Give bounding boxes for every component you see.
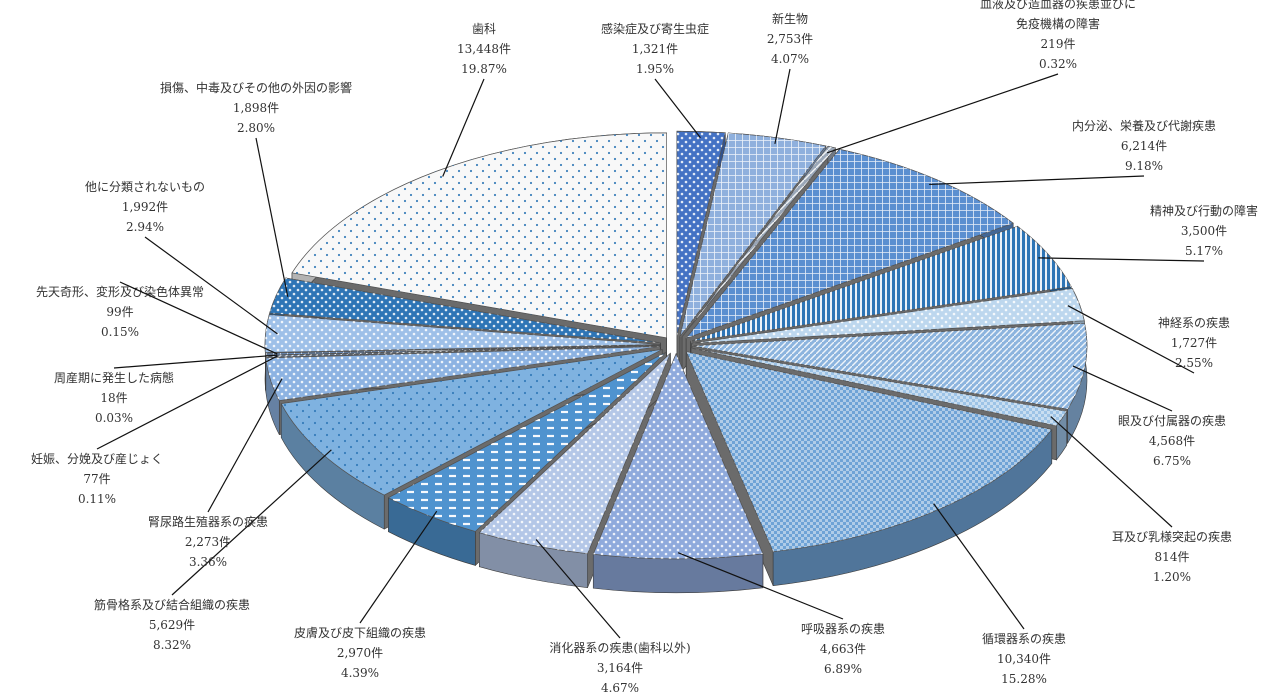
leader-line xyxy=(929,175,1145,186)
leader-line xyxy=(144,236,278,335)
slice-name-label: 消化器系の疾患(歯科以外) xyxy=(549,640,690,655)
slice-count-label: 13,448件 xyxy=(457,42,511,56)
slice-percent-label: 3.36% xyxy=(189,555,227,569)
leader-line xyxy=(119,281,278,355)
slice-name-label: 耳及び乳様突起の疾患 xyxy=(1112,529,1232,544)
slice-count-label: 3,164件 xyxy=(597,661,643,675)
slice-name-label: 呼吸器系の疾患 xyxy=(801,621,885,636)
slice-name-label: 他に分類されないもの xyxy=(85,180,205,194)
leader-line xyxy=(826,73,1059,154)
pie-slices xyxy=(264,130,1088,594)
slice-count-label: 1,727件 xyxy=(1171,336,1217,350)
slice-percent-label: 1.20% xyxy=(1153,570,1191,584)
slice-count-label: 1,898件 xyxy=(233,101,279,115)
slice-name-label: 内分泌、栄養及び代謝疾患 xyxy=(1072,118,1216,133)
slice-name-label: 循環器系の疾患 xyxy=(982,631,1066,646)
leader-line xyxy=(933,503,1025,630)
slice-name-label: 損傷、中毒及びその他の外因の影響 xyxy=(160,80,352,95)
slice-count-label: 77件 xyxy=(83,472,110,486)
slice-name-label: 周産期に発生した病態 xyxy=(54,370,174,385)
slice-name-label: 神経系の疾患 xyxy=(1158,315,1230,330)
pie-slice xyxy=(592,352,764,594)
slice-name-label: 血液及び造血器の疾患並びに xyxy=(980,0,1136,11)
leader-line xyxy=(113,354,278,369)
leader-line xyxy=(442,78,485,177)
slice-percent-label: 4.07% xyxy=(771,52,809,66)
slice-labels: 感染症及び寄生虫症 1,321件 1.95% 新生物 2,753件 4.07% 血液及び造血… xyxy=(31,0,1258,695)
slice-count-label: 18件 xyxy=(100,391,127,405)
slice-name-label: 新生物 xyxy=(772,11,808,26)
leader-line xyxy=(1038,257,1205,262)
slice-percent-label: 4.39% xyxy=(341,666,379,680)
leader-line xyxy=(774,68,791,144)
slice-count-label: 2,753件 xyxy=(767,32,813,46)
leader-line xyxy=(96,355,278,450)
slice-name-label: 皮膚及び皮下組織の疾患 xyxy=(294,625,426,640)
slice-count-label: 2,970件 xyxy=(337,646,383,660)
leader-line xyxy=(255,137,289,297)
slice-count-label: 2,273件 xyxy=(185,535,231,549)
slice-count-label: 219件 xyxy=(1041,37,1076,51)
slice-percent-label: 0.11% xyxy=(78,492,116,506)
leader-line xyxy=(1067,305,1195,374)
slice-name-label: 妊娠、分娩及び産じょく xyxy=(31,451,163,466)
leader-line xyxy=(359,510,438,624)
slice-name-label: 歯科 xyxy=(472,22,496,36)
slice-name-label: 先天奇形、変形及び染色体異常 xyxy=(36,284,204,299)
slice-count-label: 6,214件 xyxy=(1121,139,1167,153)
slice-count-label: 1,321件 xyxy=(632,42,678,56)
slice-name-label: 免疫機構の障害 xyxy=(1016,16,1100,31)
slice-percent-label: 4.67% xyxy=(601,681,639,695)
slice-name-label: 感染症及び寄生虫症 xyxy=(601,21,709,36)
slice-percent-label: 1.95% xyxy=(636,62,674,76)
slice-count-label: 814件 xyxy=(1155,550,1190,564)
slice-name-label: 眼及び付属器の疾患 xyxy=(1118,413,1226,428)
leader-line xyxy=(677,552,844,620)
leader-line xyxy=(535,539,621,639)
slice-percent-label: 9.18% xyxy=(1125,159,1163,173)
slice-percent-label: 2.55% xyxy=(1175,356,1213,370)
slice-percent-label: 6.75% xyxy=(1153,454,1191,468)
slice-percent-label: 8.32% xyxy=(153,638,191,652)
slice-count-label: 5,629件 xyxy=(149,618,195,632)
slice-name-label: 腎尿路生殖器系の疾患 xyxy=(148,514,268,529)
slice-count-label: 1,992件 xyxy=(122,200,168,214)
slice-percent-label: 15.28% xyxy=(1001,672,1047,686)
slice-count-label: 4,568件 xyxy=(1149,434,1195,448)
slice-percent-label: 2.80% xyxy=(237,121,275,135)
slice-count-label: 99件 xyxy=(106,305,133,319)
slice-percent-label: 0.03% xyxy=(95,411,133,425)
slice-count-label: 3,500件 xyxy=(1181,224,1227,238)
leader-line xyxy=(654,78,701,139)
slice-count-label: 4,663件 xyxy=(820,642,866,656)
slice-percent-label: 2.94% xyxy=(126,220,164,234)
leader-line xyxy=(1050,416,1173,528)
slice-percent-label: 0.15% xyxy=(101,325,139,339)
slice-name-label: 筋骨格系及び結合組織の疾患 xyxy=(94,597,250,612)
slice-name-label: 精神及び行動の障害 xyxy=(1150,203,1258,218)
slice-percent-label: 6.89% xyxy=(824,662,862,676)
leader-line xyxy=(171,449,332,596)
leader-line xyxy=(1072,365,1173,412)
leader-line xyxy=(207,378,283,513)
slice-percent-label: 5.17% xyxy=(1185,244,1223,258)
slice-count-label: 10,340件 xyxy=(997,652,1051,666)
slice-percent-label: 19.87% xyxy=(461,62,507,76)
slice-percent-label: 0.32% xyxy=(1039,57,1077,71)
